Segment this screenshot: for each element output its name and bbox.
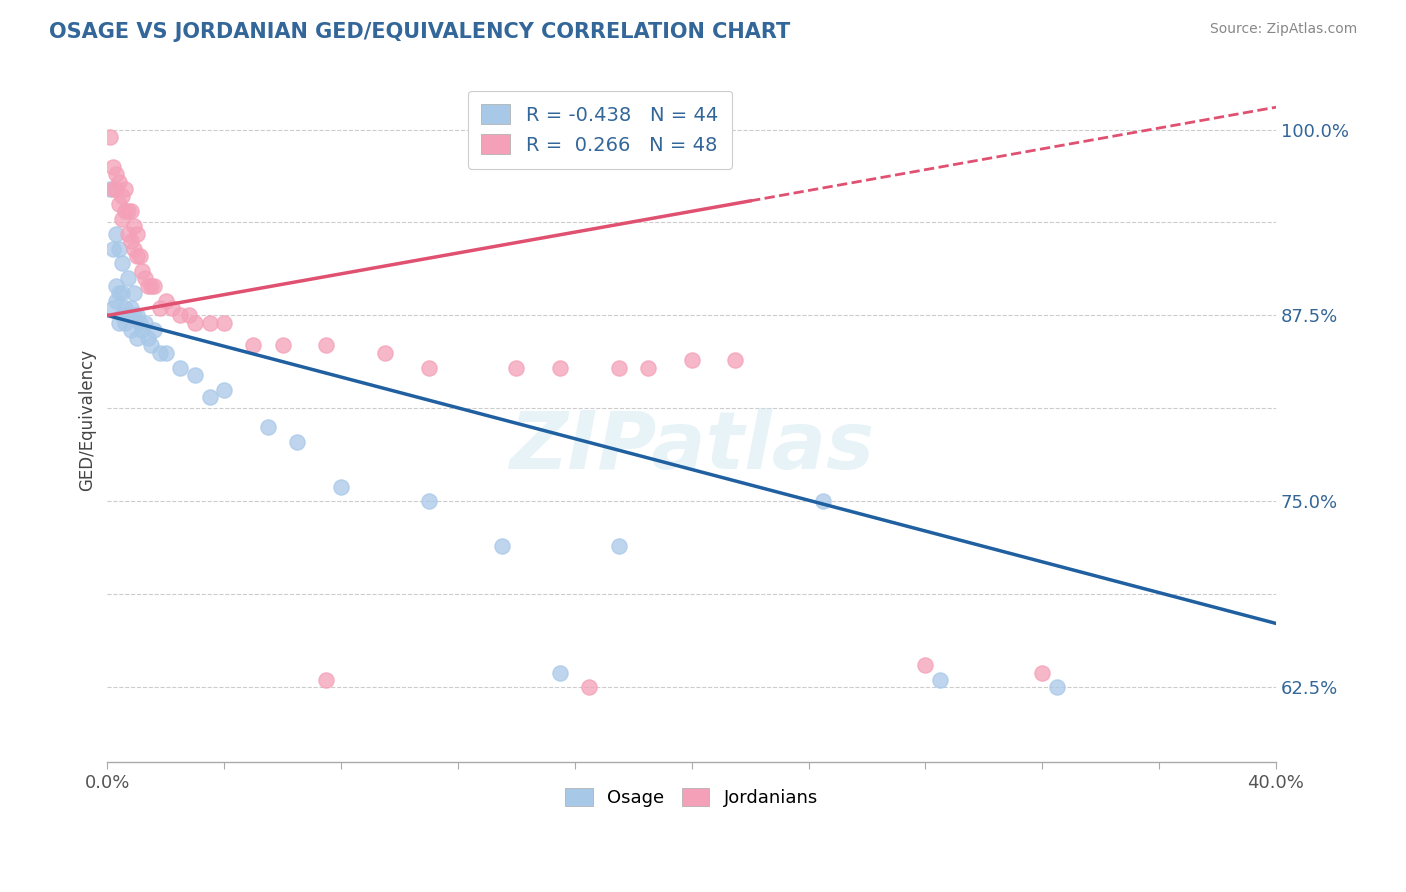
Point — [103, 242, 125, 256]
Point — [108, 197, 131, 211]
Point — [108, 242, 131, 256]
Point — [315, 673, 337, 687]
Point — [117, 309, 139, 323]
Point — [105, 167, 128, 181]
Point — [111, 189, 134, 203]
Point — [637, 360, 659, 375]
Point — [143, 323, 166, 337]
Point — [105, 227, 128, 241]
Point — [122, 286, 145, 301]
Point — [724, 353, 747, 368]
Text: OSAGE VS JORDANIAN GED/EQUIVALENCY CORRELATION CHART: OSAGE VS JORDANIAN GED/EQUIVALENCY CORRE… — [49, 22, 790, 42]
Point — [184, 316, 207, 330]
Point — [134, 271, 156, 285]
Point — [105, 293, 128, 308]
Point — [257, 420, 280, 434]
Point — [111, 286, 134, 301]
Point — [98, 182, 121, 196]
Point — [811, 494, 834, 508]
Point — [134, 316, 156, 330]
Point — [169, 360, 191, 375]
Point — [160, 301, 183, 315]
Point — [149, 301, 172, 315]
Point — [929, 673, 952, 687]
Point — [418, 494, 440, 508]
Point — [149, 345, 172, 359]
Point — [491, 539, 513, 553]
Point — [212, 383, 235, 397]
Text: ZIPatlas: ZIPatlas — [509, 408, 875, 486]
Point — [607, 539, 630, 553]
Point — [103, 301, 125, 315]
Point — [607, 360, 630, 375]
Point — [120, 301, 142, 315]
Point — [136, 331, 159, 345]
Point — [122, 242, 145, 256]
Point — [141, 278, 163, 293]
Point — [212, 316, 235, 330]
Point — [242, 338, 264, 352]
Point — [198, 390, 221, 404]
Point — [136, 278, 159, 293]
Point — [114, 316, 136, 330]
Point — [155, 293, 177, 308]
Point — [103, 160, 125, 174]
Point — [117, 271, 139, 285]
Point — [505, 360, 527, 375]
Point — [125, 227, 148, 241]
Point — [114, 301, 136, 315]
Point — [169, 309, 191, 323]
Point — [914, 658, 936, 673]
Point — [105, 182, 128, 196]
Point — [125, 309, 148, 323]
Point — [125, 249, 148, 263]
Point — [141, 338, 163, 352]
Point — [179, 309, 201, 323]
Point — [111, 256, 134, 270]
Point — [128, 316, 150, 330]
Point — [122, 219, 145, 234]
Point — [103, 182, 125, 196]
Point — [117, 204, 139, 219]
Point — [131, 264, 153, 278]
Point — [578, 681, 600, 695]
Point — [548, 360, 571, 375]
Point — [330, 479, 353, 493]
Point — [1031, 665, 1053, 680]
Point — [117, 227, 139, 241]
Point — [114, 182, 136, 196]
Point — [1046, 681, 1069, 695]
Point — [418, 360, 440, 375]
Point — [374, 345, 396, 359]
Point — [114, 204, 136, 219]
Legend: Osage, Jordanians: Osage, Jordanians — [558, 780, 825, 814]
Text: Source: ZipAtlas.com: Source: ZipAtlas.com — [1209, 22, 1357, 37]
Point — [548, 665, 571, 680]
Point — [120, 323, 142, 337]
Point — [184, 368, 207, 382]
Point — [125, 331, 148, 345]
Point — [120, 234, 142, 248]
Point — [271, 338, 294, 352]
Point — [131, 323, 153, 337]
Point — [143, 278, 166, 293]
Point — [108, 316, 131, 330]
Point — [108, 175, 131, 189]
Point — [108, 286, 131, 301]
Point — [122, 309, 145, 323]
Point — [111, 309, 134, 323]
Point — [128, 249, 150, 263]
Point — [315, 338, 337, 352]
Point — [120, 204, 142, 219]
Point — [98, 130, 121, 145]
Point — [155, 345, 177, 359]
Point — [285, 434, 308, 449]
Point — [198, 316, 221, 330]
Y-axis label: GED/Equivalency: GED/Equivalency — [79, 349, 96, 491]
Point — [681, 353, 703, 368]
Point — [105, 278, 128, 293]
Point — [111, 211, 134, 226]
